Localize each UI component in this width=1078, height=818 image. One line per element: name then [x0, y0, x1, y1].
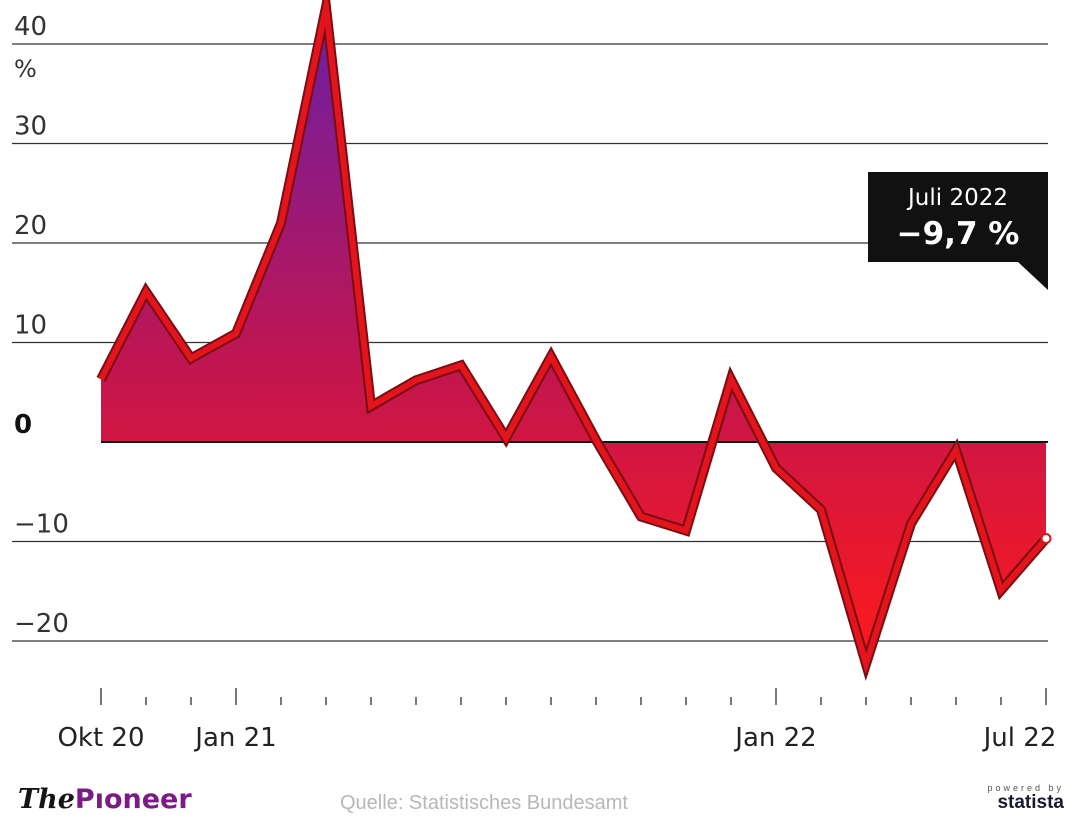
x-axis-ticks: Okt 20 Jan 21 Jan 22 Jul 22: [57, 688, 1056, 753]
annotation-value: −9,7 %: [897, 216, 1020, 252]
chart: 40 30 20 10 0 −10 −20 % Okt 20 Jan 21 Jan 22 Jul …: [12, 0, 1056, 753]
data-points: [1040, 533, 1052, 545]
source-note: Quelle: Statistisches Bundesamt: [340, 792, 628, 814]
brand-highlight: Pıoneer: [74, 784, 192, 815]
y-unit-label: %: [14, 55, 37, 83]
annotation-title: Juli 2022: [906, 185, 1008, 211]
annotation-callout: Juli 2022 −9,7 %: [868, 172, 1048, 290]
x-tick-label: Jul 22: [982, 723, 1057, 753]
y-tick-label: −20: [14, 609, 69, 639]
data-point: [1040, 533, 1052, 545]
statista-wordmark: statista: [997, 792, 1064, 813]
annotation-box: [868, 172, 1048, 290]
y-tick-label: 20: [14, 211, 47, 241]
x-tick-label: Jan 22: [733, 723, 816, 753]
brand-prefix: The: [18, 784, 75, 815]
y-tick-label: −10: [14, 510, 69, 540]
statista-logo: powered by statista: [987, 783, 1064, 813]
x-tick-label: Okt 20: [57, 723, 144, 753]
x-tick-label: Jan 21: [193, 723, 276, 753]
y-axis-ticks: 40 30 20 10 0 −10 −20: [14, 12, 69, 639]
area-fill: [101, 7, 1046, 664]
y-tick-label: 30: [14, 112, 47, 142]
statista-powered-by: powered by: [987, 783, 1064, 793]
brand-logo: ThePıoneer: [18, 784, 192, 815]
series-line: [98, 0, 1049, 675]
y-tick-label: 40: [14, 12, 47, 42]
y-tick-label: 0: [14, 410, 32, 440]
y-tick-label: 10: [14, 311, 47, 341]
